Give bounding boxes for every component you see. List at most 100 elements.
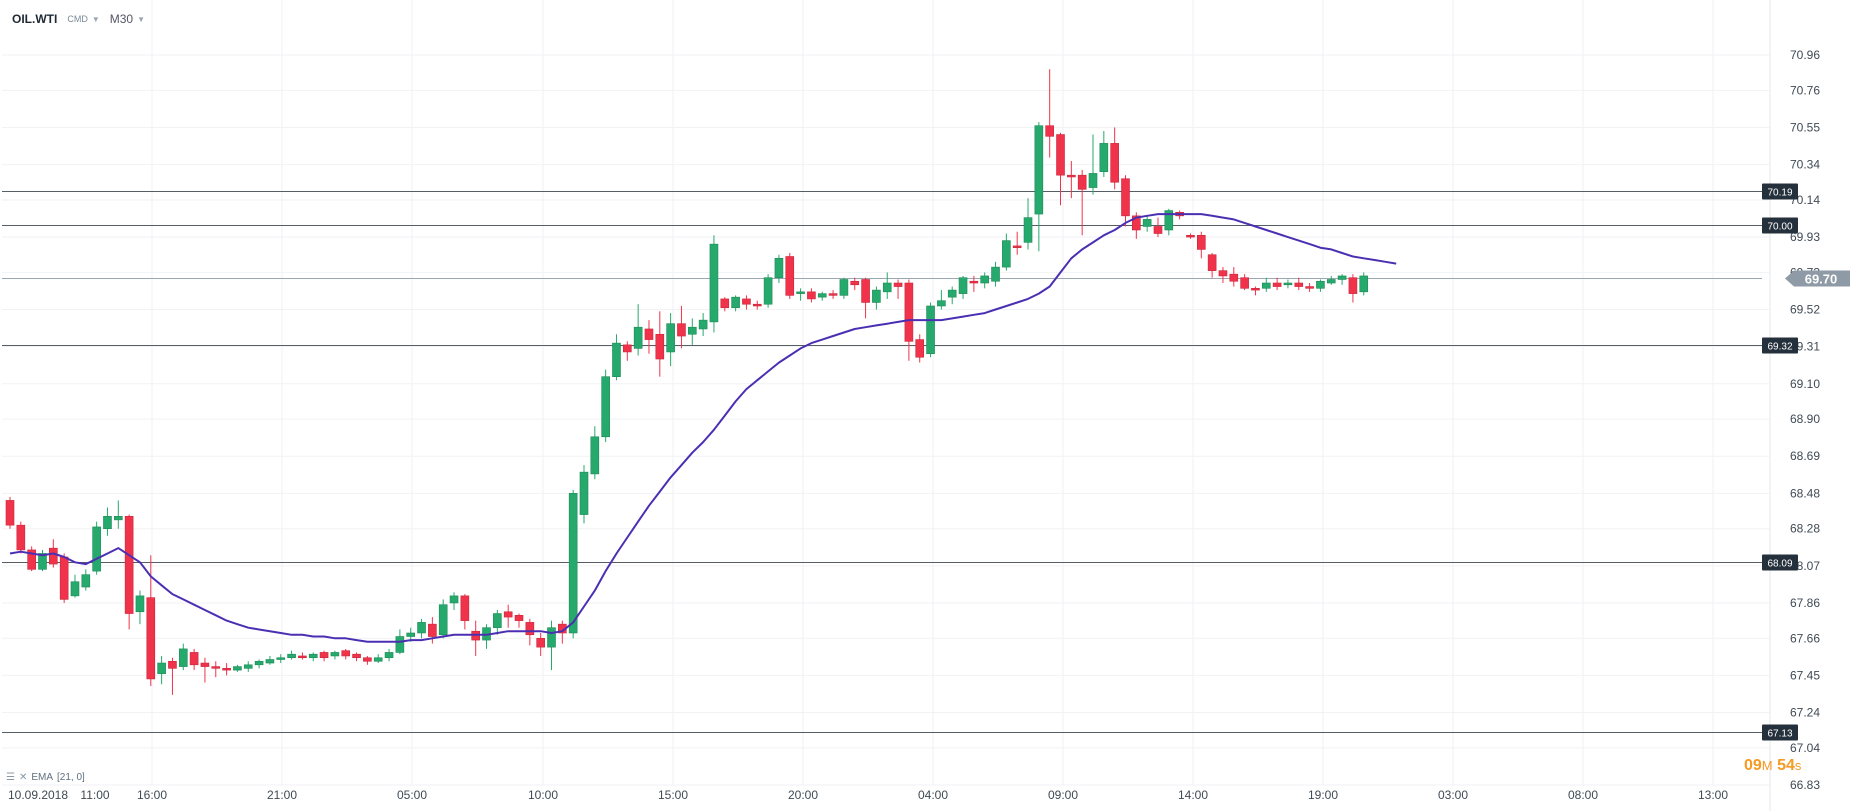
y-tick-label: 68.48 (1790, 486, 1820, 500)
candle-body (893, 282, 903, 287)
y-axis: 70.9670.7670.5570.3470.1469.9369.7369.52… (1790, 48, 1820, 792)
level-badge-label: 70.00 (1767, 222, 1792, 233)
candle-body (926, 305, 935, 355)
candle-body (233, 666, 242, 671)
candle-body (276, 657, 286, 660)
timeframe-label: M30 (109, 12, 134, 26)
x-tick-label: 05:00 (397, 788, 427, 802)
candle-body (1283, 282, 1293, 286)
ema-line (9, 213, 1397, 643)
candle-body (958, 277, 968, 294)
chevron-down-icon: ▼ (137, 14, 146, 24)
candle-body (709, 243, 719, 323)
candle-body (406, 632, 416, 637)
settings-icon[interactable]: ☰ (6, 772, 15, 783)
candles (5, 69, 1369, 695)
candle-body (807, 291, 816, 300)
level-badge-label: 67.13 (1767, 729, 1792, 740)
candle-body (980, 275, 990, 284)
candle-body (1229, 273, 1239, 282)
x-tick-label: 11:00 (80, 788, 109, 802)
y-tick-label: 67.66 (1790, 631, 1820, 645)
candle-body (59, 556, 69, 600)
grid (2, 0, 1771, 811)
candle-body (222, 668, 231, 671)
countdown-minutes-unit: M (1761, 758, 1773, 773)
candle-body (449, 595, 459, 604)
candle-body (785, 256, 795, 296)
y-tick-label: 67.45 (1790, 668, 1820, 682)
indicator-name: EMA (31, 772, 54, 783)
candle-body (915, 339, 925, 358)
candle-body (1034, 125, 1044, 215)
indicator-legend: ☰ ✕ EMA [21, 0] (6, 772, 85, 783)
candle-body (752, 303, 762, 307)
candle-body (417, 622, 426, 634)
candle-body (1348, 277, 1358, 294)
candle-body (687, 326, 697, 335)
candle-body (319, 652, 329, 659)
level-badge-label: 70.19 (1767, 188, 1792, 199)
timeframe-selector[interactable]: M30 ▼ (110, 12, 145, 26)
level-badge-label: 69.32 (1767, 342, 1792, 353)
candle-body (92, 526, 101, 572)
symbol-label[interactable]: OIL.WTI (12, 12, 58, 26)
candle-body (103, 516, 112, 530)
candle-body (536, 637, 545, 648)
y-tick-label: 69.52 (1790, 303, 1820, 317)
candle-body (493, 613, 502, 628)
candle-body (590, 436, 600, 475)
candle-body (828, 293, 838, 296)
countdown-seconds-unit: s (1794, 758, 1802, 773)
candle-body (861, 279, 870, 303)
horizontal-levels (2, 191, 1762, 733)
candle-body (428, 623, 437, 637)
candle-body (1002, 240, 1011, 268)
last-price-label: 69.70 (1805, 272, 1838, 287)
x-axis: 10.09.2018 11:00 16:00 21:00 05:00 10:00 15:00… (8, 788, 1728, 802)
candle-body (243, 664, 253, 669)
candle-body (135, 595, 145, 613)
candle-body (579, 471, 589, 515)
y-tick-label: 69.10 (1790, 377, 1820, 391)
y-tick-label: 70.96 (1790, 48, 1820, 62)
close-icon[interactable]: ✕ (18, 772, 28, 783)
candle-body (1121, 178, 1130, 217)
candle-body (460, 595, 470, 621)
candle-countdown: 09M 54s (1744, 757, 1801, 775)
candle-body (720, 298, 730, 309)
y-tick-label: 68.69 (1790, 449, 1820, 463)
candle-body (1045, 125, 1054, 137)
y-tick-label: 68.28 (1790, 522, 1820, 536)
candle-body (763, 277, 773, 305)
cmd-label: CMD (67, 14, 88, 24)
candle-body (1088, 173, 1098, 188)
level-badge (1762, 183, 1798, 200)
cmd-selector[interactable]: CMD ▼ (67, 14, 99, 24)
candle-body (655, 333, 665, 360)
candle-body (1132, 215, 1141, 231)
y-tick-label: 67.04 (1790, 741, 1820, 755)
candle-body (677, 323, 686, 337)
level-badge (1762, 337, 1798, 354)
x-tick-label: 09:00 (1048, 788, 1078, 802)
chevron-down-icon: ▼ (91, 14, 100, 24)
level-badge (1762, 554, 1798, 571)
candle-body (568, 493, 578, 634)
candle-body (623, 344, 632, 353)
candle-body (1164, 210, 1174, 231)
candle-body (81, 574, 91, 588)
candle-body (1110, 143, 1119, 183)
candle-body (298, 655, 307, 659)
candle-body (5, 500, 15, 526)
candle-body (114, 516, 123, 521)
candle-body (38, 553, 47, 570)
candle-body (1326, 279, 1336, 284)
candle-body (1240, 277, 1249, 289)
candle-body (49, 547, 58, 565)
candle-body (330, 652, 340, 657)
level-badges: 70.19 70.00 69.32 68.09 67.13 69.70 (1762, 183, 1850, 741)
candle-body (882, 282, 892, 293)
